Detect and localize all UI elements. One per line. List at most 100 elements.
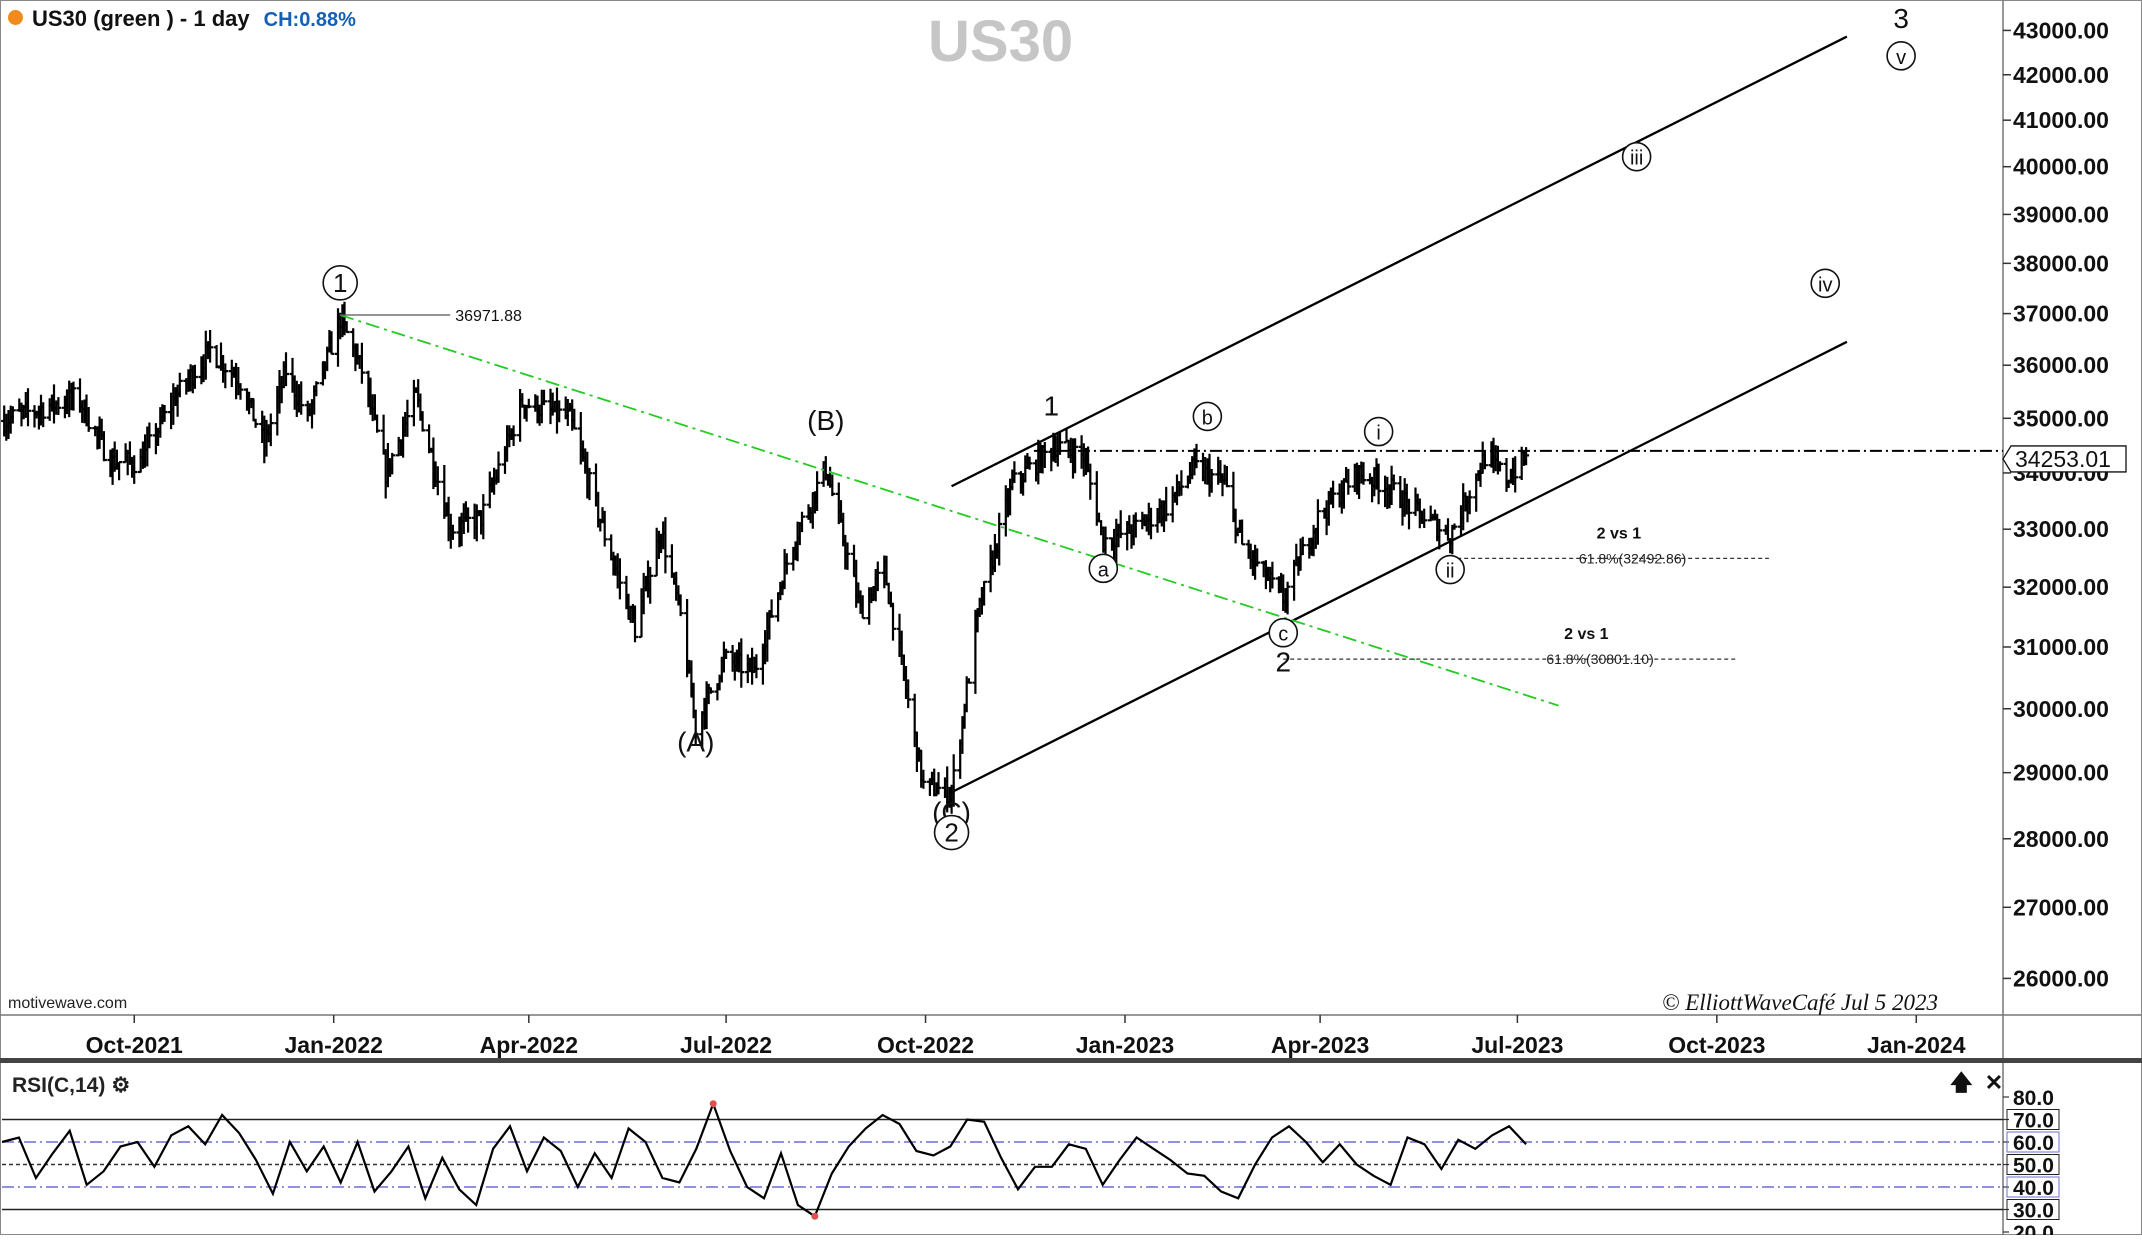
ohlc-bar bbox=[1512, 456, 1519, 493]
rsi-extreme-mark bbox=[709, 1100, 717, 1108]
ohlc-bar bbox=[874, 561, 881, 592]
y-tick-label: 35000.00 bbox=[2013, 405, 2109, 431]
fib-label: 61.8%(30801.10) bbox=[1546, 651, 1653, 667]
ohlc-bar bbox=[161, 405, 168, 422]
ohlc-bar bbox=[632, 605, 638, 643]
ohlc-bar bbox=[1208, 469, 1215, 493]
last-price-box bbox=[2002, 445, 2127, 473]
ohlc-bar bbox=[1132, 512, 1139, 538]
y-tick-label: 30000.00 bbox=[2013, 696, 2109, 722]
rsi-y-tick-label: 70.0 bbox=[2013, 1110, 2054, 1133]
last-price-value: 34253.01 bbox=[2015, 446, 2111, 472]
y-tick-label: 29000.00 bbox=[2013, 760, 2109, 786]
ohlc-bar bbox=[1406, 498, 1412, 530]
ohlc-bar bbox=[1436, 518, 1443, 550]
y-tick-label: 41000.00 bbox=[2013, 107, 2109, 133]
ohlc-bar bbox=[647, 566, 654, 604]
wave-circle bbox=[1886, 41, 1916, 71]
ohlc-bar bbox=[343, 321, 350, 334]
y-tick-label: 33000.00 bbox=[2013, 516, 2109, 542]
ohlc-bar bbox=[146, 422, 153, 449]
ohlc-bar bbox=[237, 383, 244, 400]
wave-circle bbox=[1363, 416, 1394, 447]
x-tick-label: Jan-2024 bbox=[1867, 1032, 1966, 1058]
ohlc-bar bbox=[829, 474, 836, 497]
ohlc-bar bbox=[556, 400, 563, 423]
ohlc-bar bbox=[1299, 536, 1306, 556]
wave-label-text: a bbox=[1098, 559, 1110, 581]
y-tick-label: 27000.00 bbox=[2013, 894, 2109, 920]
ohlc-bar bbox=[677, 594, 684, 617]
ohlc-bar bbox=[222, 363, 229, 389]
x-tick-label: Jul-2023 bbox=[1471, 1032, 1563, 1058]
status-dot-icon bbox=[8, 10, 23, 25]
price-high-label: 36971.88 bbox=[455, 308, 522, 325]
ohlc-bar bbox=[859, 595, 866, 620]
ohlc-bar bbox=[85, 407, 92, 432]
ohlc-bar bbox=[374, 414, 381, 433]
ohlc-bar bbox=[525, 398, 532, 409]
rsi-level-box bbox=[2006, 1109, 2060, 1130]
pane-divider bbox=[0, 1058, 2142, 1063]
symbol-label: US30 (green ) - 1 day bbox=[32, 6, 250, 31]
x-tick-label: Apr-2023 bbox=[1271, 1032, 1369, 1058]
ohlc-bar bbox=[1041, 442, 1048, 468]
y-tick-label: 32000.00 bbox=[2013, 574, 2109, 600]
ohlc-bar bbox=[662, 517, 669, 574]
ohlc-bar bbox=[1254, 548, 1261, 567]
gear-icon[interactable]: ⚙ bbox=[111, 1074, 131, 1097]
ohlc-bar bbox=[70, 381, 77, 411]
x-tick-label: Oct-2022 bbox=[877, 1032, 974, 1058]
ohlc-bar bbox=[1314, 499, 1321, 545]
ohlc-bar bbox=[100, 431, 107, 462]
ohlc-bar bbox=[905, 679, 912, 709]
wave-circle bbox=[933, 814, 970, 851]
ohlc-bar bbox=[25, 388, 31, 427]
rsi-y-tick-label: 60.0 bbox=[2013, 1132, 2054, 1155]
wave-circle bbox=[1810, 268, 1841, 299]
wave-label: (B) bbox=[807, 405, 844, 436]
close-icon[interactable]: ✕ bbox=[1984, 1070, 2004, 1095]
ohlc-bar bbox=[9, 406, 16, 424]
wave-label-text: b bbox=[1202, 407, 1213, 429]
y-tick-label: 40000.00 bbox=[2013, 154, 2109, 180]
rsi-pane: 80.070.060.050.040.030.020.0 bbox=[1, 1087, 2060, 1240]
ohlc-bar bbox=[434, 466, 441, 496]
ohlc-bar bbox=[723, 648, 730, 659]
wave-circle bbox=[1435, 554, 1465, 585]
ohlc-bar bbox=[1223, 466, 1230, 488]
wave-label-text: i bbox=[1376, 423, 1380, 445]
wave-label: 1 bbox=[1043, 391, 1059, 422]
ohlc-bar bbox=[692, 709, 699, 745]
rsi-header[interactable]: RSI(C,14) ⚙ bbox=[12, 1073, 130, 1098]
move-up-icon[interactable]: 🡅 bbox=[1950, 1070, 1973, 1095]
wave-label-text: v bbox=[1896, 47, 1906, 69]
ohlc-bar bbox=[380, 414, 387, 455]
wave-label-text: iv bbox=[1818, 274, 1832, 296]
ohlc-bar bbox=[935, 772, 942, 795]
y-tick-label: 42000.00 bbox=[2013, 62, 2109, 88]
ohlc-bar bbox=[1497, 461, 1503, 472]
ohlc-bar bbox=[1445, 518, 1451, 541]
ohlc-bar bbox=[449, 524, 456, 540]
ohlc-bar bbox=[191, 364, 198, 389]
ohlc-bar bbox=[1117, 510, 1124, 539]
ohlc-bar bbox=[1284, 581, 1291, 615]
wave-circle bbox=[322, 265, 358, 301]
ohlc-bar bbox=[571, 408, 578, 430]
ohlc-bar bbox=[1330, 480, 1337, 509]
chart-header: US30 (green ) - 1 day CH:0.88% bbox=[8, 6, 356, 32]
y-tick-label: 38000.00 bbox=[2013, 250, 2109, 276]
ohlc-bar bbox=[1345, 468, 1352, 495]
wave-label-text: iii bbox=[1630, 148, 1643, 170]
branding-label[interactable]: motivewave.com bbox=[8, 995, 128, 1012]
ohlc-bar bbox=[283, 352, 289, 387]
ohlc-bar bbox=[768, 599, 775, 618]
y-axis: 26000.00 27000.00 28000.00 29000.00 30000.00… bbox=[2003, 17, 2109, 991]
trendlines bbox=[339, 35, 2003, 794]
copyright-label: © ElliottWaveCafé Jul 5 2023 bbox=[1662, 990, 1938, 1015]
ohlc-bar bbox=[510, 425, 517, 446]
ohlc-bar bbox=[495, 451, 502, 483]
